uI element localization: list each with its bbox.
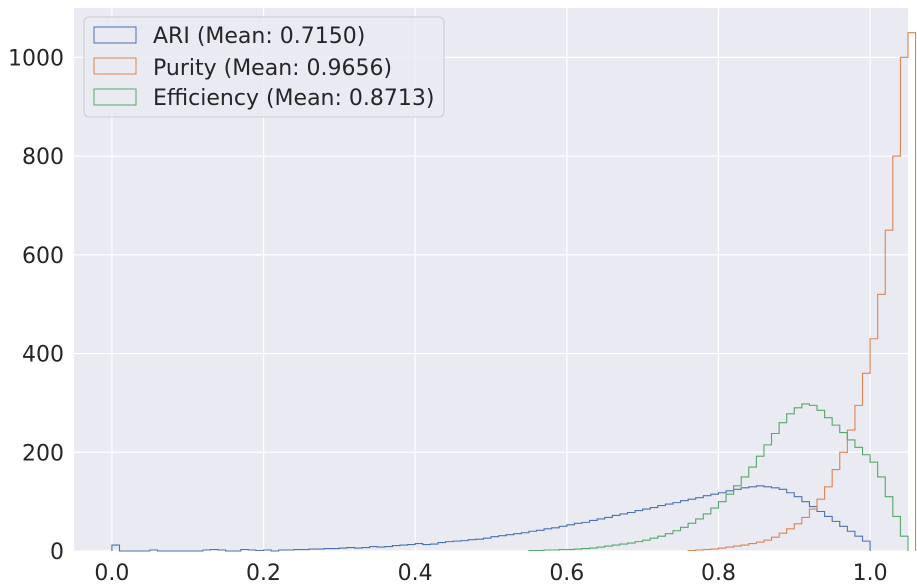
x-tick-label: 0.4	[398, 561, 433, 586]
y-tick-label: 1000	[8, 46, 64, 71]
y-tick-label: 200	[22, 441, 64, 466]
legend-box	[83, 16, 445, 118]
y-tick-label: 600	[22, 244, 64, 269]
y-tick-label: 400	[22, 343, 64, 368]
x-axis-tick-labels: 0.0 0.2 0.4 0.6 0.8 1.0	[94, 561, 887, 586]
y-tick-label: 0	[50, 540, 64, 565]
x-tick-label: 0.6	[549, 561, 584, 586]
y-axis-tick-labels: 0 200 400 600 800 1000	[8, 46, 64, 565]
legend-swatch-ari	[93, 26, 137, 44]
legend-label-purity: Purity (Mean: 0.9656)	[153, 56, 392, 81]
histogram-series-purity	[687, 32, 917, 552]
x-tick-label: 0.2	[246, 561, 281, 586]
x-tick-label: 0.0	[94, 561, 129, 586]
x-tick-label: 0.8	[701, 561, 736, 586]
legend-label-ari: ARI (Mean: 0.7150)	[153, 24, 365, 49]
legend: ARI (Mean: 0.7150) Purity (Mean: 0.9656)…	[83, 16, 445, 118]
legend-swatch-efficiency	[93, 88, 137, 106]
histogram-series-ari	[111, 485, 871, 552]
histogram-series-efficiency	[528, 403, 909, 552]
x-tick-label: 1.0	[853, 561, 888, 586]
series-layer	[111, 32, 917, 552]
y-tick-label: 800	[22, 145, 64, 170]
legend-swatch-purity	[93, 57, 137, 75]
legend-label-efficiency: Efficiency (Mean: 0.8713)	[153, 86, 434, 111]
